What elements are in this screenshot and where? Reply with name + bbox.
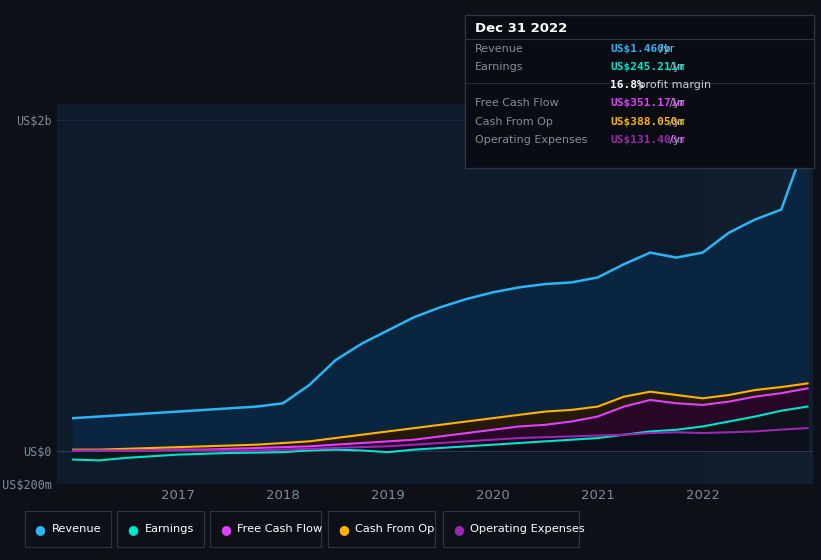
Text: ●: ● — [338, 522, 349, 536]
Text: Cash From Op: Cash From Op — [475, 116, 553, 127]
Text: ●: ● — [34, 522, 45, 536]
Text: US$351.171m: US$351.171m — [610, 99, 684, 109]
Text: ●: ● — [453, 522, 464, 536]
Text: Revenue: Revenue — [52, 524, 101, 534]
Text: Earnings: Earnings — [144, 524, 194, 534]
Bar — [703, 104, 813, 484]
Text: Revenue: Revenue — [475, 44, 523, 54]
Text: US$245.211m: US$245.211m — [610, 62, 684, 72]
Text: US$131.400m: US$131.400m — [610, 134, 684, 144]
Text: /yr: /yr — [666, 62, 685, 72]
Text: /yr: /yr — [666, 134, 685, 144]
Text: /yr: /yr — [656, 44, 674, 54]
Text: Operating Expenses: Operating Expenses — [470, 524, 585, 534]
Text: ●: ● — [127, 522, 138, 536]
Text: /yr: /yr — [666, 99, 685, 109]
Text: US$1.460b: US$1.460b — [610, 44, 671, 54]
Text: Free Cash Flow: Free Cash Flow — [237, 524, 323, 534]
Text: Earnings: Earnings — [475, 62, 523, 72]
Text: Dec 31 2022: Dec 31 2022 — [475, 22, 566, 35]
Text: US$388.050m: US$388.050m — [610, 116, 684, 127]
Text: Free Cash Flow: Free Cash Flow — [475, 99, 558, 109]
Text: profit margin: profit margin — [635, 81, 712, 90]
Text: ●: ● — [220, 522, 231, 536]
Text: 16.8%: 16.8% — [610, 81, 644, 90]
Text: Cash From Op: Cash From Op — [355, 524, 435, 534]
Text: /yr: /yr — [666, 116, 685, 127]
Text: Operating Expenses: Operating Expenses — [475, 134, 587, 144]
